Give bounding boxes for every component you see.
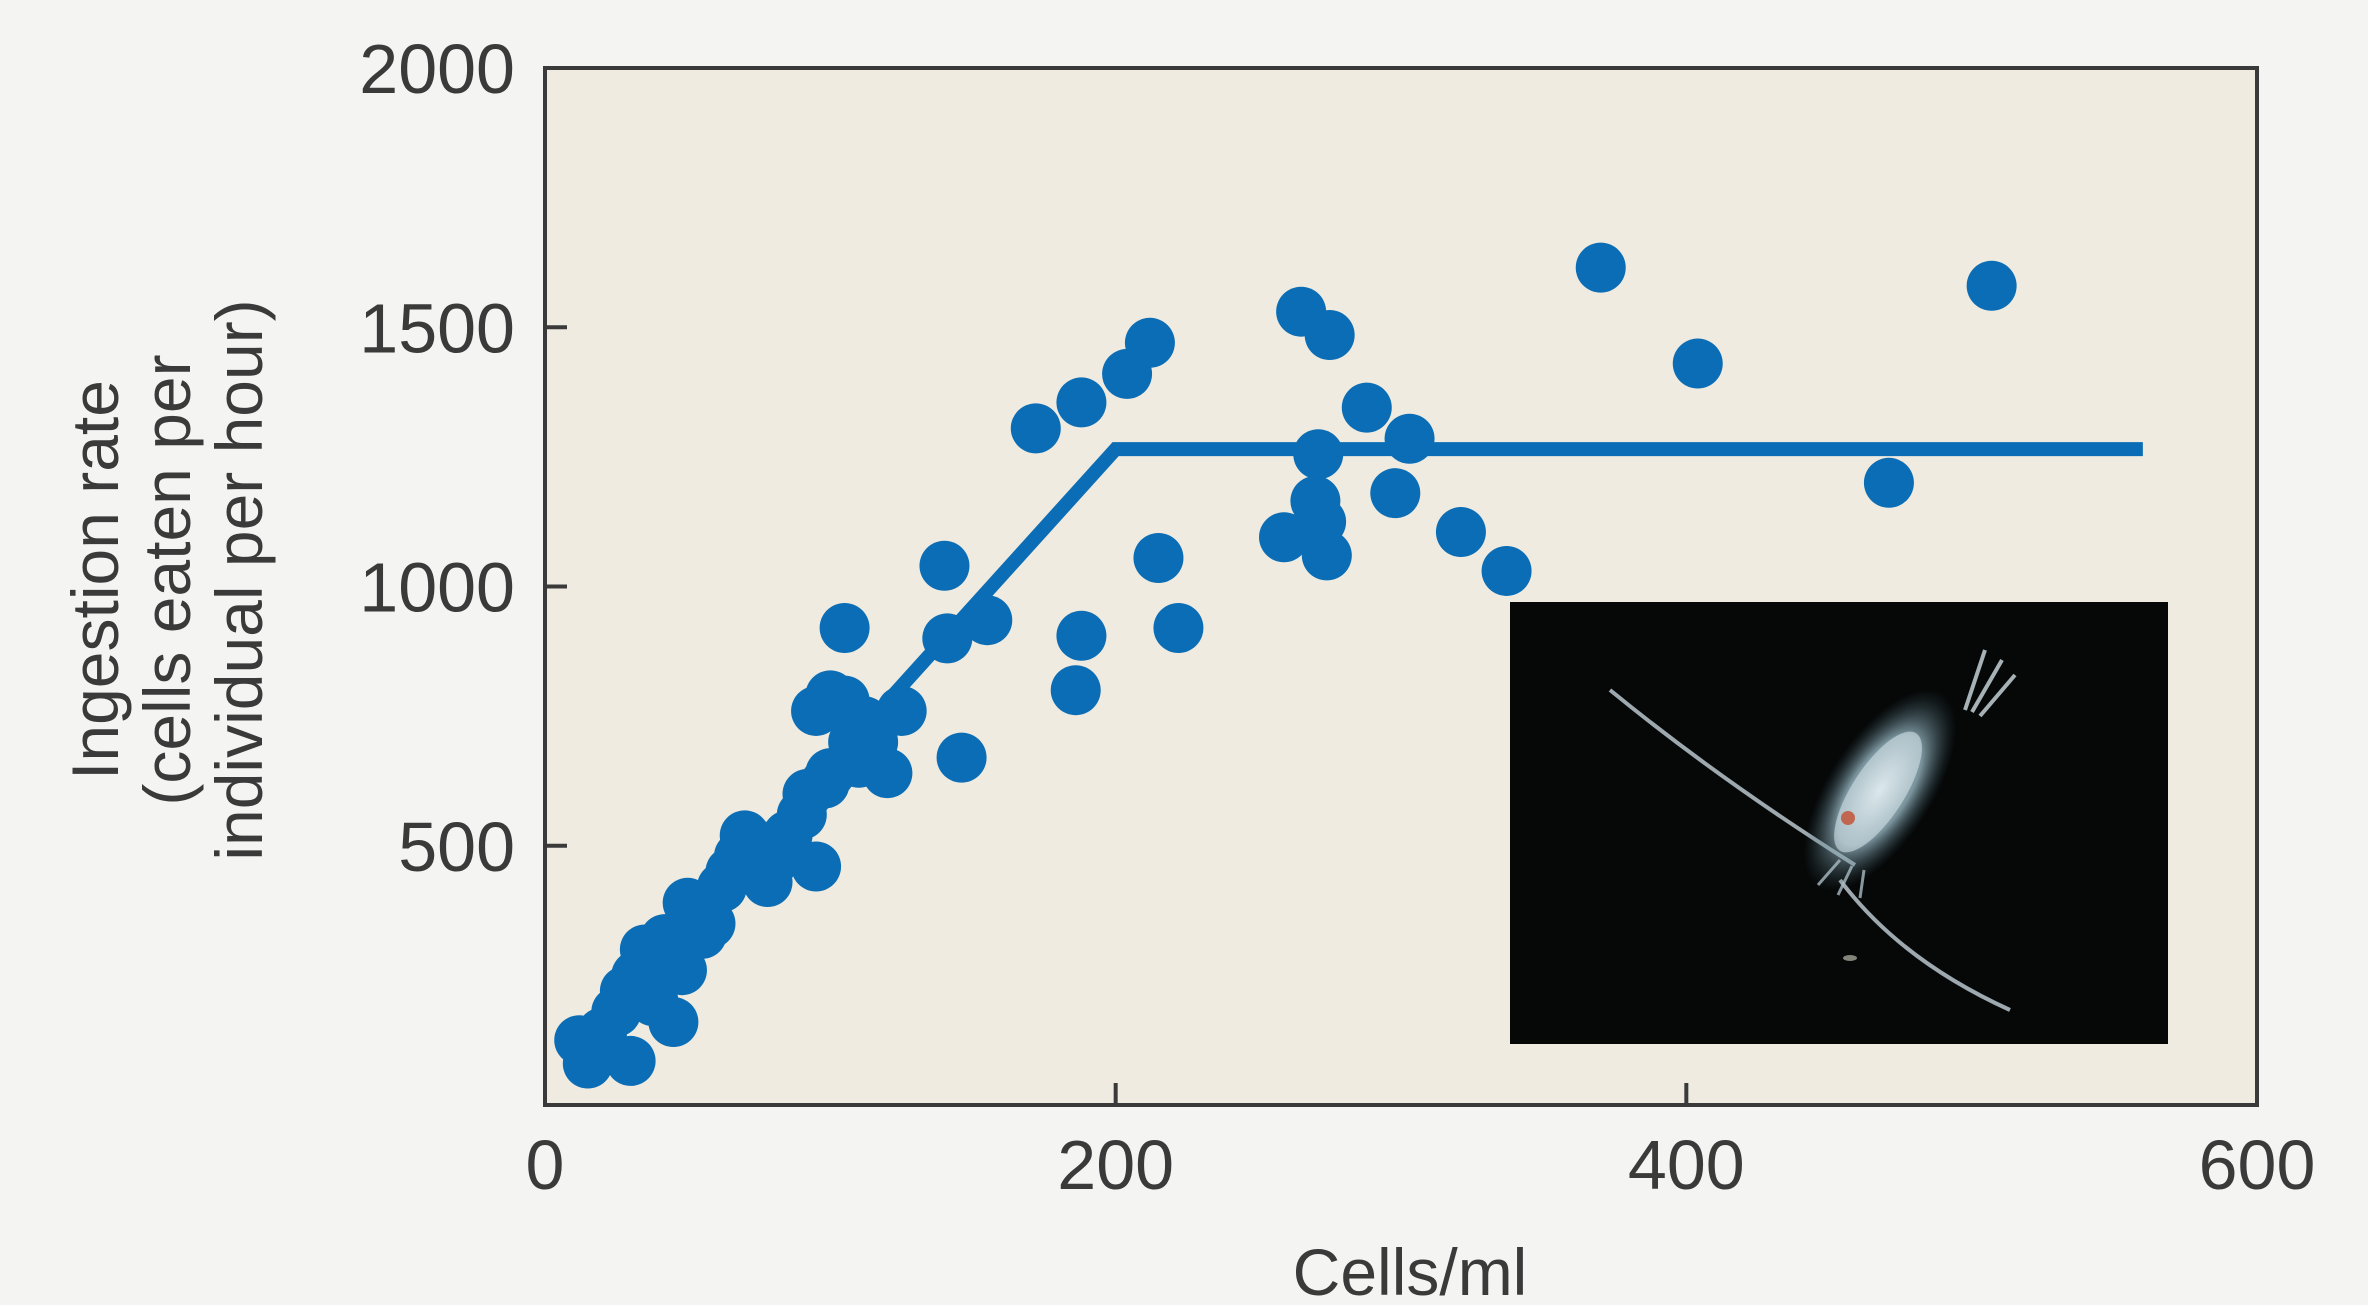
y-tick-label: 2000 [359, 30, 515, 108]
y-tick-label: 1000 [359, 549, 515, 627]
data-point [1435, 507, 1486, 558]
y-axis-title-line-1: Ingestion rate [58, 380, 132, 780]
data-point [1966, 260, 2017, 311]
data-point [1370, 468, 1421, 519]
data-point [1575, 242, 1626, 293]
data-point [1050, 665, 1101, 716]
y-tick-label: 500 [398, 808, 515, 886]
data-point [1672, 338, 1723, 389]
data-point [648, 997, 699, 1048]
data-point [819, 602, 870, 653]
x-axis-title: Cells/ml [1293, 1235, 1528, 1305]
data-point [936, 732, 987, 783]
data-point [1384, 413, 1435, 464]
data-point [919, 540, 970, 591]
data-point [1863, 457, 1914, 508]
data-point [1056, 377, 1107, 428]
x-tick-label: 600 [2199, 1126, 2316, 1204]
x-tick-label: 0 [526, 1126, 565, 1204]
y-axis-title-line-2: (cells eaten per [130, 354, 204, 805]
zooplankton-photo-inset [1510, 602, 2168, 1044]
data-point [605, 1035, 656, 1086]
y-tick-label: 1500 [359, 289, 515, 367]
data-point [1301, 530, 1352, 581]
data-point [1341, 382, 1392, 433]
axis-ticks: 0 200 400 600 500 1000 1500 2000 [359, 30, 2315, 1204]
data-marks [554, 242, 2143, 1089]
zooplankton-copepod-icon [1608, 649, 2017, 1012]
x-tick-label: 400 [1628, 1126, 1745, 1204]
data-point [791, 841, 842, 892]
data-point [862, 748, 913, 799]
x-tick-label: 200 [1057, 1126, 1174, 1204]
data-point [1133, 532, 1184, 583]
data-point [1481, 545, 1532, 596]
data-point [1304, 310, 1355, 361]
data-point [1153, 602, 1204, 653]
fit-line [574, 442, 2143, 1048]
y-axis-title-line-3: individual per hour) [202, 299, 276, 860]
data-point [1124, 317, 1175, 368]
data-point [1010, 403, 1061, 454]
data-point [1056, 610, 1107, 661]
y-axis-title: Ingestion rate (cells eaten per individu… [58, 299, 276, 860]
